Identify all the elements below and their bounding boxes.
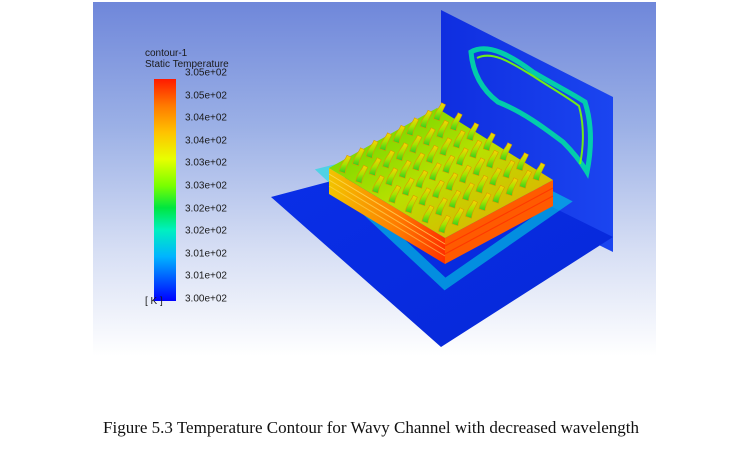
wall-contour-band (468, 46, 593, 179)
legend-tick-label: 3.01e+02 (185, 270, 227, 282)
wavy-fin (472, 157, 486, 177)
legend-tick-label: 3.05e+02 (185, 67, 227, 79)
wavy-fin (519, 169, 532, 189)
back-wall (441, 10, 613, 252)
wavy-fin (475, 174, 489, 194)
legend-tick-label: 3.02e+02 (185, 203, 227, 215)
wavy-fin (499, 142, 513, 162)
wavy-fin (428, 162, 442, 182)
figure-caption: Figure 5.3 Temperature Contour for Wavy … (103, 418, 639, 437)
wavy-fin (352, 147, 365, 167)
wavy-fin (516, 152, 529, 172)
wavy-fin (451, 207, 465, 227)
legend-tick-label: 3.01e+02 (185, 248, 227, 260)
wavy-fin (462, 182, 475, 202)
wavy-fin (502, 159, 516, 179)
wavy-fin (455, 147, 469, 167)
wavy-fin (422, 127, 436, 147)
wavy-fin (458, 164, 472, 184)
wavy-fin (406, 117, 419, 137)
wavy-fin (379, 132, 392, 152)
wavy-fin (415, 169, 429, 189)
wavy-fin (421, 204, 435, 224)
contour-figure: contour-1 Static Temperature [ K ] 3.05e… (93, 2, 656, 356)
wavy-fin (392, 124, 406, 144)
wavy-fin (436, 119, 449, 139)
legend-tick-label: 3.00e+02 (185, 293, 227, 305)
wavy-fin (385, 167, 399, 187)
wavy-fin (505, 177, 519, 197)
wavy-fin (492, 184, 505, 204)
legend-tick-label: 3.04e+02 (185, 112, 227, 124)
wavy-fin (419, 109, 433, 129)
wavy-fin (368, 157, 382, 177)
wavy-fin (395, 142, 409, 162)
wavy-fin (409, 134, 422, 154)
wavy-fin (371, 174, 385, 194)
wavy-fin (478, 192, 492, 212)
wavy-fin (442, 154, 456, 174)
wavy-fin (382, 149, 395, 169)
wavy-fin (355, 164, 368, 184)
wavy-fin (398, 159, 412, 179)
wavy-fin (449, 112, 463, 132)
wavy-fin (433, 102, 446, 122)
legend-title: contour-1 Static Temperature (145, 48, 229, 70)
wavy-fin (448, 189, 462, 209)
legend-tick-label: 3.04e+02 (185, 135, 227, 147)
wavy-fin (438, 214, 451, 234)
wavy-fin (439, 137, 453, 157)
wavy-fin (469, 139, 483, 159)
legend-variable: Static Temperature (145, 59, 229, 70)
wavy-fin (445, 172, 459, 192)
wavy-fin (431, 179, 445, 199)
wavy-fin (365, 139, 379, 159)
wavy-fin (425, 144, 439, 164)
wavy-fin (485, 149, 499, 169)
wavy-fin (466, 122, 480, 142)
wavy-fin (452, 129, 466, 149)
wavy-fin (532, 162, 546, 182)
wavy-fin (338, 154, 352, 174)
wavy-fin (418, 187, 432, 207)
wavy-fin (388, 184, 402, 204)
wavy-fin (489, 167, 502, 187)
legend-colorbar (154, 79, 176, 301)
wavy-fins (338, 102, 546, 234)
heat-sink-contour-render (271, 10, 613, 347)
wavy-fin (401, 177, 415, 197)
wavy-fin (482, 132, 496, 152)
legend-tick-label: 3.02e+02 (185, 225, 227, 237)
wavy-fin (404, 194, 418, 214)
wavy-fin (435, 197, 448, 217)
heat-sink-right-side (445, 180, 553, 264)
legend-name: contour-1 (145, 48, 188, 59)
legend-unit: [ K ] (145, 296, 163, 307)
wavy-fin (465, 199, 478, 219)
legend-tick-label: 3.03e+02 (185, 180, 227, 192)
legend-tick-label: 3.05e+02 (185, 90, 227, 102)
legend-tick-label: 3.03e+02 (185, 157, 227, 169)
wavy-fin (412, 152, 426, 172)
